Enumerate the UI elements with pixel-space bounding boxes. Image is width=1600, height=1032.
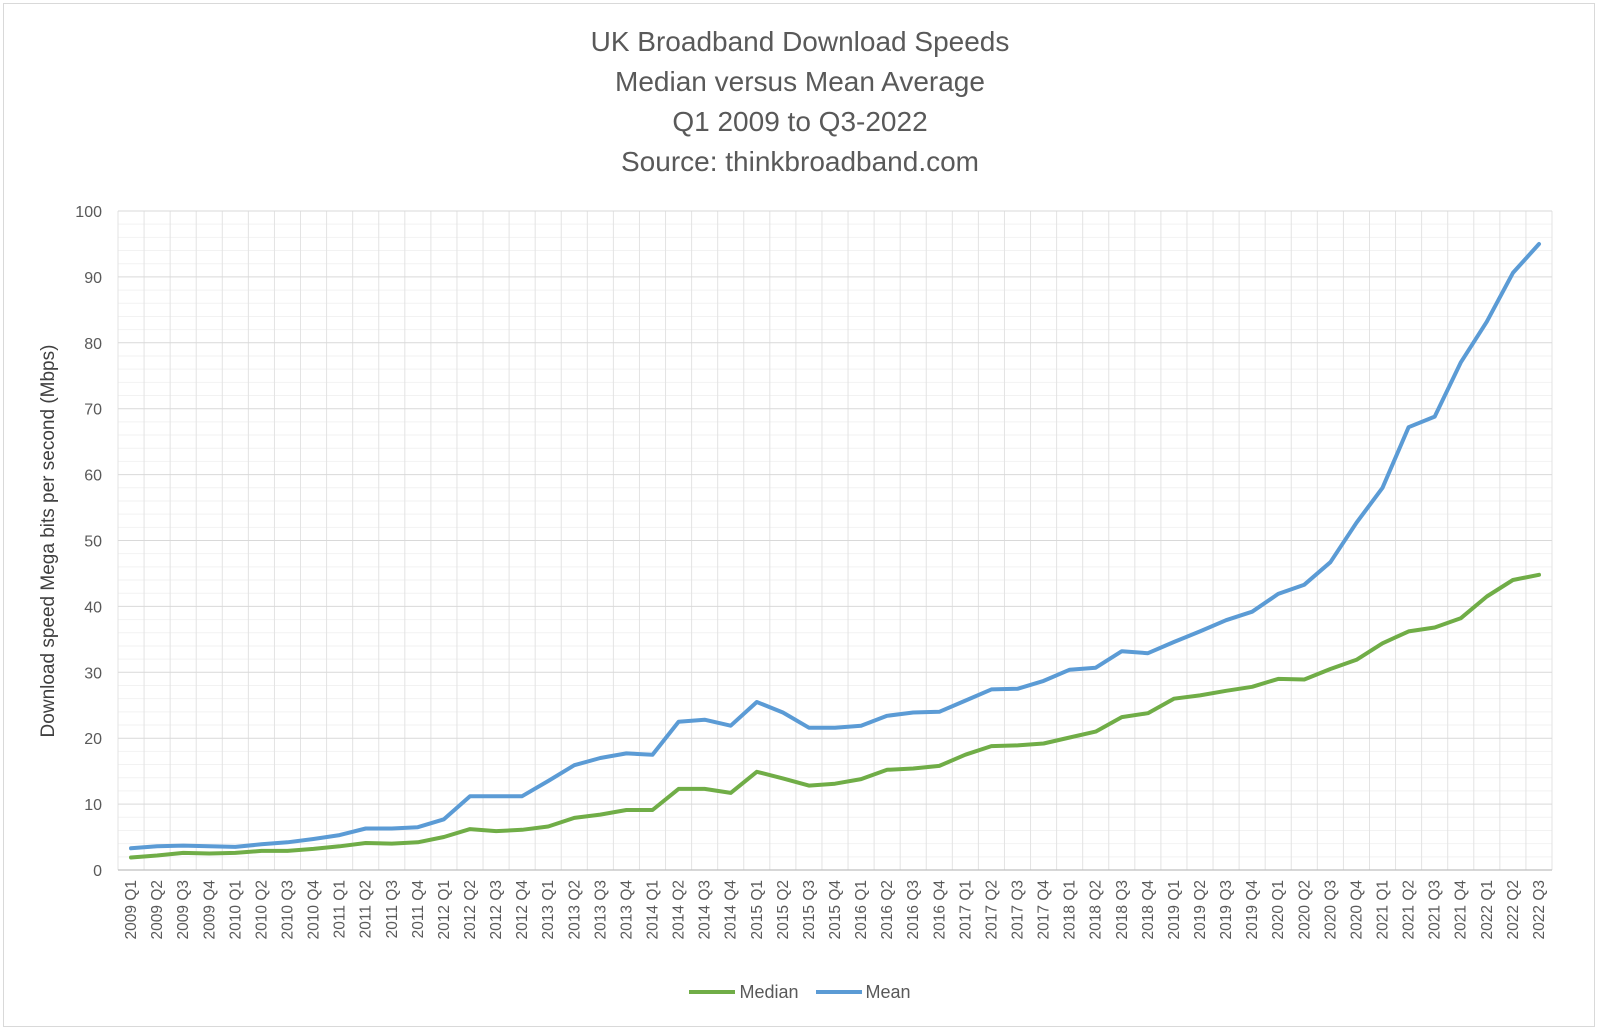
- legend-label-median: Median: [739, 981, 799, 1002]
- chart-subtitle-1: Median versus Mean Average: [615, 66, 985, 97]
- x-tick-label: 2021 Q2: [1401, 880, 1418, 939]
- legend-swatch-median: [689, 990, 736, 994]
- x-tick-label: 2019 Q3: [1218, 880, 1235, 939]
- x-tick-label: 2017 Q4: [1036, 880, 1053, 940]
- y-tick-label: 100: [75, 204, 102, 221]
- y-tick-label: 10: [84, 797, 102, 814]
- x-tick-label: 2018 Q1: [1062, 880, 1079, 939]
- x-tick-label: 2012 Q2: [462, 880, 479, 939]
- x-tick-label: 2022 Q1: [1479, 880, 1496, 939]
- x-tick-label: 2015 Q1: [749, 880, 766, 939]
- y-tick-label: 0: [93, 863, 102, 880]
- x-tick-label: 2010 Q2: [253, 880, 270, 939]
- y-axis-ticks: 0 10 20 30 40 50 60 70 80 90 100: [75, 204, 102, 880]
- x-tick-label: 2013 Q2: [566, 880, 583, 939]
- x-tick-label: 2011 Q3: [384, 880, 401, 938]
- y-tick-label: 30: [84, 665, 102, 682]
- x-tick-label: 2017 Q1: [957, 880, 974, 939]
- chart-subtitle-3: Source: thinkbroadband.com: [621, 146, 979, 177]
- x-tick-label: 2015 Q3: [801, 880, 818, 939]
- x-tick-label: 2012 Q4: [514, 880, 531, 940]
- x-tick-label: 2017 Q3: [1010, 880, 1027, 939]
- x-tick-label: 2009 Q1: [123, 880, 140, 939]
- x-tick-label: 2019 Q2: [1192, 880, 1209, 939]
- x-tick-label: 2022 Q3: [1531, 880, 1548, 939]
- x-tick-label: 2010 Q3: [279, 880, 296, 939]
- chart-title: UK Broadband Download Speeds: [590, 26, 1010, 57]
- chart-title-block: UK Broadband Download Speeds Median vers…: [0, 22, 1600, 182]
- y-tick-label: 40: [84, 599, 102, 616]
- x-tick-label: 2014 Q1: [644, 880, 661, 939]
- legend-label-mean: Mean: [865, 981, 911, 1002]
- x-tick-label: 2017 Q2: [983, 880, 1000, 939]
- x-tick-label: 2013 Q3: [592, 880, 609, 939]
- x-tick-label: 2020 Q4: [1348, 880, 1365, 940]
- y-tick-label: 70: [84, 402, 102, 419]
- minor-gridlines: [117, 211, 1553, 870]
- x-tick-label: 2021 Q4: [1453, 880, 1470, 940]
- major-gridlines: [118, 210, 1552, 871]
- series-line-mean: [129, 242, 1541, 851]
- y-tick-label: 60: [84, 468, 102, 485]
- y-tick-label: 80: [84, 336, 102, 353]
- x-tick-label: 2016 Q1: [853, 880, 870, 939]
- x-axis-ticks: 2009 Q1 2009 Q2 2009 Q3 2009 Q4 2010 Q1 2010 …: [123, 880, 1548, 940]
- x-tick-label: 2011 Q1: [332, 880, 349, 938]
- x-tick-label: 2019 Q1: [1166, 880, 1183, 939]
- x-tick-label: 2011 Q4: [410, 880, 427, 939]
- y-axis-label: Download speed Mega bits per second (Mbp…: [38, 345, 59, 738]
- x-tick-label: 2016 Q3: [905, 880, 922, 939]
- x-tick-label: 2015 Q2: [775, 880, 792, 939]
- x-tick-label: 2021 Q1: [1375, 880, 1392, 939]
- x-tick-label: 2011 Q2: [358, 880, 375, 938]
- y-tick-label: 50: [84, 534, 102, 551]
- x-tick-label: 2019 Q4: [1244, 880, 1261, 940]
- x-tick-label: 2013 Q1: [540, 880, 557, 939]
- series-lines: [129, 242, 1541, 860]
- y-tick-label: 20: [84, 731, 102, 748]
- x-tick-label: 2020 Q1: [1270, 880, 1287, 939]
- x-tick-label: 2018 Q4: [1140, 880, 1157, 940]
- legend-item-median: Median: [689, 981, 799, 1003]
- y-tick-label: 90: [84, 270, 102, 287]
- x-tick-label: 2009 Q2: [149, 880, 166, 939]
- x-tick-label: 2010 Q1: [227, 880, 244, 939]
- x-tick-label: 2013 Q4: [618, 880, 635, 940]
- x-tick-label: 2016 Q4: [931, 880, 948, 940]
- x-tick-label: 2009 Q3: [175, 880, 192, 939]
- x-tick-label: 2014 Q4: [723, 880, 740, 940]
- x-tick-label: 2018 Q3: [1114, 880, 1131, 939]
- x-tick-label: 2014 Q2: [671, 880, 688, 939]
- x-tick-label: 2021 Q3: [1427, 880, 1444, 939]
- x-tick-label: 2010 Q4: [306, 880, 323, 940]
- x-tick-label: 2012 Q3: [488, 880, 505, 939]
- legend-swatch-mean: [815, 990, 862, 994]
- x-tick-label: 2014 Q3: [697, 880, 714, 939]
- x-tick-label: 2016 Q2: [879, 880, 896, 939]
- chart-subtitle-2: Q1 2009 to Q3-2022: [672, 106, 928, 137]
- x-tick-label: 2022 Q2: [1505, 880, 1522, 939]
- x-tick-label: 2009 Q4: [201, 880, 218, 940]
- x-tick-label: 2020 Q3: [1322, 880, 1339, 939]
- legend-item-mean: Mean: [815, 981, 911, 1003]
- legend: Median Mean: [0, 978, 1600, 1003]
- x-tick-label: 2015 Q4: [827, 880, 844, 940]
- series-line-median: [129, 572, 1541, 860]
- x-tick-label: 2018 Q2: [1088, 880, 1105, 939]
- x-tick-label: 2012 Q1: [436, 880, 453, 939]
- x-tick-label: 2020 Q2: [1296, 880, 1313, 939]
